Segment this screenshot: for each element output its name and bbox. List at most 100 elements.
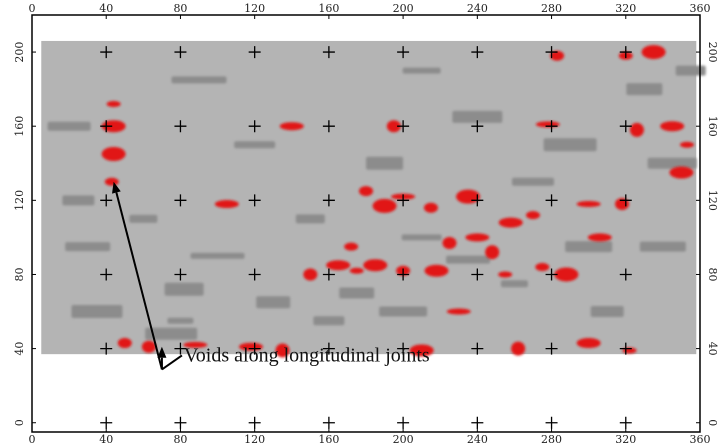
void-region [279,122,304,131]
void-region [465,233,490,242]
medium-region [171,76,227,84]
void-regions [101,45,695,358]
void-region [104,177,119,186]
x-tick-label-bottom: 360 [690,433,711,445]
medium-region [190,252,245,259]
x-tick-label-top: 120 [244,2,265,15]
medium-region [565,241,613,253]
medium-region [339,287,375,299]
medium-region [452,110,503,123]
cross-marker [397,46,410,59]
cross-marker [619,416,632,429]
x-tick-label-top: 80 [173,2,187,15]
y-tick-label-left: 200 [13,42,26,63]
medium-region [71,305,123,319]
medium-region [402,67,441,74]
cross-marker [322,342,335,355]
void-region [117,338,132,349]
medium-region [590,306,624,318]
x-tick-label-bottom: 120 [244,433,265,445]
cross-marker [397,194,410,207]
cross-marker [471,46,484,59]
void-region [275,343,290,358]
void-region [498,217,523,228]
cross-marker [471,416,484,429]
grid-cross-markers [100,46,632,429]
cross-marker [397,342,410,355]
cross-marker [322,194,335,207]
x-tick-label-top: 160 [318,2,339,15]
x-tick-label-bottom: 240 [467,433,488,445]
cross-marker [174,268,187,281]
cross-marker [100,194,113,207]
cross-marker [619,268,632,281]
x-tick-label-top: 280 [541,2,562,15]
x-tick-label-bottom: 0 [29,433,36,445]
y-tick-label-left: 0 [13,419,26,426]
scan-area [41,40,697,355]
medium-region [543,138,597,152]
cross-marker [322,120,335,133]
cross-marker [322,46,335,59]
void-region [303,268,318,281]
scan-background [41,40,697,355]
medium-region [626,83,663,96]
cross-marker [545,416,558,429]
cross-marker [471,342,484,355]
annotation-leader-line [161,354,183,371]
y-tick-label-right: 200 [706,42,718,63]
medium-amplitude-regions [47,65,706,340]
x-tick-label-bottom: 320 [615,433,636,445]
medium-region [401,234,442,241]
x-tick-label-bottom: 80 [173,433,187,445]
void-region [576,201,601,208]
void-region [386,120,401,133]
x-tick-label-top: 320 [615,2,636,15]
medium-region [65,242,111,252]
medium-region [164,282,204,296]
y-tick-label-right: 160 [706,116,718,137]
cross-marker [397,120,410,133]
void-region [359,186,373,197]
medium-region [675,65,706,76]
plot-frame [31,14,701,433]
void-region [680,141,695,148]
void-region [456,189,481,204]
cross-marker [100,120,113,133]
medium-region [256,296,291,309]
void-region [587,233,612,242]
void-region [576,338,601,349]
void-region [101,120,126,133]
annotation: Voids along longitudinal joints [112,181,430,371]
cross-marker [248,268,261,281]
y-tick-label-left: 120 [13,190,26,211]
y-tick-label-right: 80 [706,267,718,281]
cross-marker [248,194,261,207]
y-tick-label-left: 80 [13,267,26,281]
void-region [550,50,565,61]
medium-region [313,316,345,326]
annotation-label: Voids along longitudinal joints [184,344,430,366]
medium-region [366,156,404,170]
medium-region [47,121,91,131]
cross-marker [100,268,113,281]
cross-marker [397,416,410,429]
medium-region [62,195,95,206]
void-region [660,121,685,132]
y-tick-label-left: 40 [13,342,26,356]
medium-region [167,317,194,324]
cross-marker [471,120,484,133]
void-region [629,122,644,137]
void-region [141,340,156,353]
cross-marker [619,46,632,59]
cross-marker [619,120,632,133]
void-region [485,245,500,260]
void-region [498,271,513,278]
y-tick-label-left: 160 [13,116,26,137]
x-tick-label-bottom: 160 [318,433,339,445]
void-region [214,200,239,209]
cross-marker [471,194,484,207]
cross-marker [471,268,484,281]
cross-marker [100,342,113,355]
cross-marker [174,46,187,59]
